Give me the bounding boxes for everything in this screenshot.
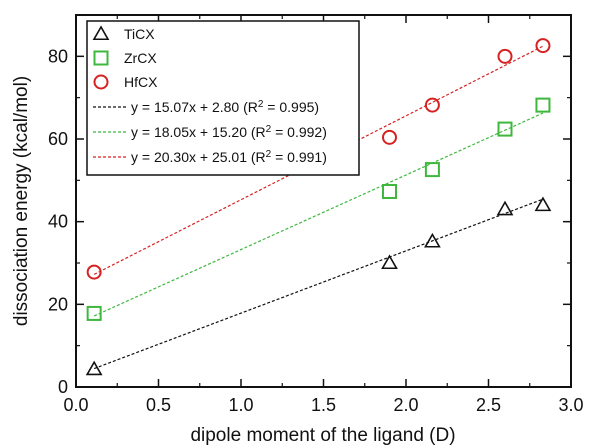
x-tick-label: 3.0: [558, 395, 583, 415]
legend-label-zrcx: ZrCX: [124, 50, 157, 66]
legend-fit-label-zrcx: y = 18.05x + 15.20 (R2 = 0.992): [131, 124, 327, 141]
point-ticx: [534, 196, 552, 212]
y-tick-label: 40: [48, 212, 68, 232]
axis-ticks: 0.0 0.5 1.0 1.5 2.0 2.5 3.0 0 20 40 60 80: [48, 15, 584, 415]
x-axis-title: dipole moment of the ligand (D): [190, 425, 455, 446]
point-hfcx: [382, 129, 397, 145]
legend-fit-label-hfcx: y = 20.30x + 25.01 (R2 = 0.991): [131, 149, 327, 166]
point-hfcx: [424, 97, 440, 113]
point-zrcx: [424, 162, 440, 178]
fit-line-ticx: [93, 198, 544, 370]
data-markers: [85, 38, 552, 376]
y-axis-title: dissociation energy (kcal/mol): [11, 76, 32, 326]
x-tick-label: 2.5: [476, 395, 501, 415]
legend-box: [86, 20, 360, 176]
y-tick-label: 20: [48, 294, 68, 314]
point-ticx: [496, 200, 514, 216]
point-hfcx: [86, 264, 102, 280]
legend-label-ticx: TiCX: [124, 26, 155, 42]
point-ticx: [424, 232, 441, 248]
x-tick-label: 0.0: [63, 395, 88, 415]
y-tick-label: 80: [48, 46, 68, 66]
x-tick-label: 2.0: [393, 395, 418, 415]
legend-fit-label-ticx: y = 15.07x + 2.80 (R2 = 0.995): [131, 99, 319, 116]
point-zrcx: [535, 97, 551, 113]
legend-marker-ticx: [92, 25, 110, 41]
legend: TiCX ZrCX HfCX y = 15.07x + 2.80 (R2 = 0.99…: [86, 20, 360, 176]
point-hfcx: [497, 48, 513, 64]
point-ticx: [85, 360, 103, 376]
point-zrcx: [86, 305, 102, 321]
fit-line-zrcx: [93, 112, 544, 317]
y-tick-label: 0: [58, 377, 68, 397]
point-zrcx: [497, 121, 513, 137]
point-hfcx: [535, 38, 551, 54]
legend-marker-hfcx: [93, 74, 109, 90]
point-ticx: [381, 254, 398, 270]
legend-marker-zrcx: [93, 50, 109, 66]
y-tick-label: 60: [48, 129, 68, 149]
x-tick-label: 0.5: [146, 395, 171, 415]
legend-label-hfcx: HfCX: [124, 74, 158, 90]
x-tick-label: 1.0: [228, 395, 253, 415]
point-zrcx: [382, 183, 397, 199]
x-tick-label: 1.5: [311, 395, 336, 415]
